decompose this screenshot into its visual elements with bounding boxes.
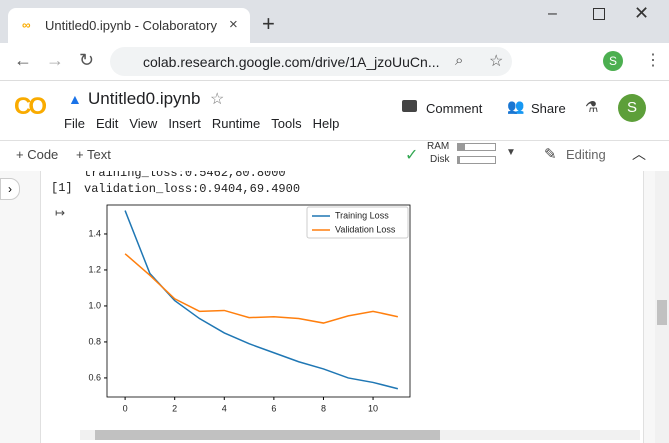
comment-icon bbox=[402, 100, 417, 112]
menu-item[interactable]: File bbox=[64, 116, 85, 131]
notebook-title[interactable]: Untitled0.ipynb bbox=[88, 89, 201, 108]
x-tick-label: 2 bbox=[172, 403, 177, 413]
comment[interactable]: Comment bbox=[426, 101, 483, 116]
x-tick-label: 10 bbox=[368, 403, 378, 413]
menu-item[interactable]: Runtime bbox=[211, 116, 261, 131]
share-icon: 👥 bbox=[507, 98, 525, 114]
menu-item[interactable]: View bbox=[129, 116, 158, 131]
ram-label: RAM bbox=[427, 141, 450, 152]
minimize[interactable]: – bbox=[548, 5, 557, 22]
mode[interactable]: Editing bbox=[566, 147, 606, 162]
add-code[interactable]: + Code bbox=[16, 147, 59, 162]
zoom[interactable]: ⌕ bbox=[455, 52, 464, 69]
url: colab.research.google.com/drive/1A_jzoUu… bbox=[143, 54, 440, 70]
x-tick-label: 4 bbox=[222, 403, 227, 413]
forward[interactable]: → bbox=[46, 50, 64, 70]
resources-dropdown[interactable]: ▼ bbox=[506, 147, 516, 158]
maximize[interactable] bbox=[593, 8, 605, 20]
share[interactable]: Share bbox=[531, 101, 566, 116]
legend-label: Training Loss bbox=[335, 210, 389, 220]
disk-label: Disk bbox=[430, 154, 450, 165]
tab[interactable] bbox=[8, 8, 250, 43]
legend-label: Validation Loss bbox=[335, 224, 396, 234]
connected-check: ✓ bbox=[405, 147, 419, 164]
new-tab[interactable]: + bbox=[262, 11, 275, 36]
y-tick-label: 0.6 bbox=[88, 372, 101, 382]
output-line: validation_loss:0.9404,69.4900 bbox=[84, 182, 301, 196]
profile[interactable]: S bbox=[603, 51, 623, 71]
sidebar-toggle[interactable]: › bbox=[0, 178, 20, 200]
h-scrollbar[interactable] bbox=[80, 430, 640, 440]
browser-menu[interactable]: ⋮ bbox=[645, 52, 661, 69]
lab-icon[interactable]: ⚗ bbox=[585, 99, 599, 116]
menu-item[interactable]: Insert bbox=[168, 116, 201, 131]
y-tick-label: 0.8 bbox=[88, 336, 101, 346]
y-tick-label: 1.4 bbox=[88, 228, 101, 238]
avatar[interactable]: S bbox=[618, 94, 646, 122]
output-icon[interactable]: ↦ bbox=[55, 206, 66, 220]
legend bbox=[306, 206, 409, 239]
v-scrollbar[interactable] bbox=[655, 171, 669, 443]
disk-bar bbox=[457, 156, 496, 164]
menu-bar: File Edit View Insert Runtime Tools Help bbox=[64, 116, 350, 131]
collapse[interactable]: ︿ bbox=[632, 146, 646, 162]
menu-item[interactable]: Tools bbox=[271, 116, 302, 131]
menu-item[interactable]: Edit bbox=[95, 116, 119, 131]
y-tick-label: 1.2 bbox=[88, 264, 101, 274]
add-text[interactable]: + Text bbox=[76, 147, 111, 162]
ram-bar bbox=[457, 143, 496, 151]
line-series bbox=[124, 210, 399, 390]
drive-icon: ▲ bbox=[68, 91, 82, 107]
output-line: training_loss:0.5462,80.8000 bbox=[84, 171, 286, 180]
x-tick-label: 0 bbox=[123, 403, 128, 413]
x-tick-label: 8 bbox=[321, 403, 326, 413]
bookmark[interactable]: ☆ bbox=[489, 53, 504, 70]
tab-icon: ∞ bbox=[22, 18, 31, 32]
menu-item[interactable]: Help bbox=[312, 116, 340, 131]
back[interactable]: ← bbox=[14, 50, 32, 70]
output-text: training_loss:0.5462,80.8000 validation_l… bbox=[84, 171, 300, 197]
close-window[interactable]: ✕ bbox=[634, 3, 650, 23]
execution-count: [1] bbox=[51, 181, 73, 195]
star[interactable]: ☆ bbox=[210, 91, 225, 108]
tab-close[interactable]: × bbox=[229, 16, 238, 33]
omnibox[interactable] bbox=[110, 47, 512, 76]
chart: 0 2 4 6 8 10 0.6 0.8 1.0 1.2 1.4 Training Loss Valid… bbox=[88, 204, 411, 413]
x-tick-label: 6 bbox=[271, 403, 276, 413]
reload[interactable]: ↻ bbox=[79, 50, 95, 70]
line-series bbox=[124, 253, 399, 324]
y-tick-label: 1.0 bbox=[88, 300, 101, 310]
edit-icon: ✎ bbox=[544, 146, 557, 163]
colab-logo[interactable]: CO bbox=[14, 93, 47, 120]
tab-title: Untitled0.ipynb - Colaboratory bbox=[45, 18, 217, 33]
